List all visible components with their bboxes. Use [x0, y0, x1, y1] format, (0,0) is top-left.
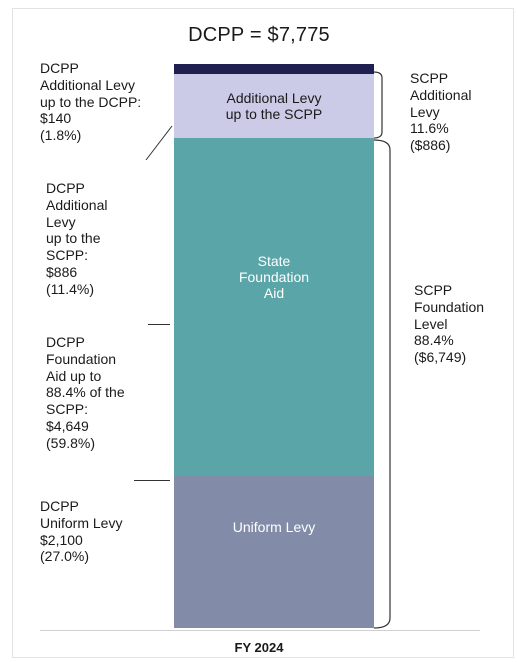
- bar-segment-addl-dcpp: [174, 64, 374, 75]
- annotation-dcpp-uniform-levy: DCPP Uniform Levy $2,100 (27.0%): [40, 498, 123, 565]
- leader-line-uniform: [134, 480, 170, 481]
- annotation-scpp-additional-levy: SCPP Additional Levy 11.6% ($886): [410, 70, 472, 154]
- annotation-dcpp-additional-levy-scpp: DCPP Additional Levy up to the SCPP: $88…: [46, 180, 108, 297]
- x-axis-line: [40, 630, 480, 631]
- bar-segment-addl-scpp: Additional Levy up to the SCPP: [174, 74, 374, 139]
- annotation-scpp-foundation-level: SCPP Foundation Level 88.4% ($6,749): [414, 282, 485, 366]
- annotation-dcpp-foundation-aid: DCPP Foundation Aid up to 88.4% of the S…: [46, 334, 125, 451]
- chart-frame: [12, 8, 514, 658]
- leader-line-foundation: [148, 324, 170, 325]
- x-axis-category-label: FY 2024: [234, 640, 284, 655]
- bar-segment-label: Uniform Levy: [232, 518, 316, 535]
- bar-segment-label: Additional Levy up to the SCPP: [225, 90, 323, 123]
- bar-segment-foundation: State Foundation Aid: [174, 138, 374, 476]
- chart-title: DCPP = $7,775: [188, 24, 330, 46]
- bar-segment-uniform: Uniform Levy: [174, 475, 374, 628]
- bar-segment-label: State Foundation Aid: [238, 252, 310, 302]
- annotation-dcpp-additional-levy: DCPP Additional Levy up to the DCPP: $14…: [40, 60, 142, 144]
